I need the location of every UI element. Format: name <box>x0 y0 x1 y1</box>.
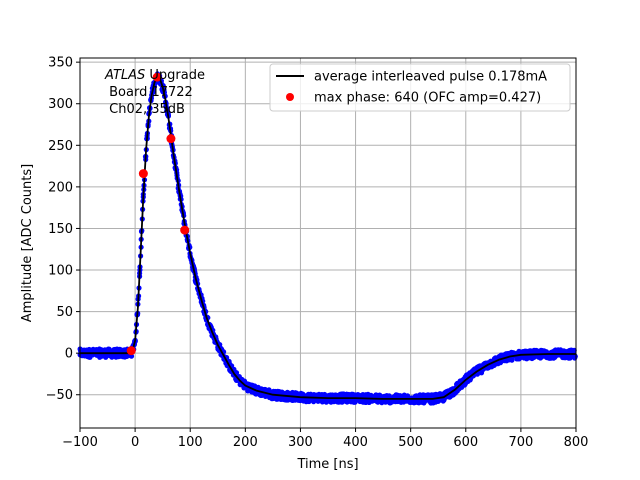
legend-marker-swatch <box>286 93 294 101</box>
max-phase-marker <box>166 134 176 144</box>
annotation-atlas: ATLAS <box>104 68 145 83</box>
y-tick-label: 250 <box>48 139 73 154</box>
annotation-line-3: Ch02, 35dB <box>105 102 185 117</box>
y-tick-label: 300 <box>48 97 73 112</box>
x-tick-label: 500 <box>398 435 423 450</box>
x-tick-label: −100 <box>62 435 98 450</box>
x-axis-label: Time [ns] <box>296 457 358 472</box>
x-tick-label: 100 <box>178 435 203 450</box>
legend: average interleaved pulse 0.178mA max ph… <box>269 63 571 112</box>
x-tick-label: 600 <box>453 435 478 450</box>
sample-point <box>509 357 515 363</box>
y-tick-label: 350 <box>48 56 73 71</box>
x-tick-label: 400 <box>343 435 368 450</box>
y-tick-label: 100 <box>48 264 73 279</box>
y-tick-label: 150 <box>48 222 73 237</box>
y-tick-label: 200 <box>48 180 73 195</box>
y-axis-label: Amplitude [ADC Counts] <box>20 164 35 322</box>
sample-points <box>77 71 578 406</box>
average-pulse-line-group <box>80 76 576 400</box>
y-tick-label: −50 <box>46 388 73 403</box>
x-axis-ticks: −100 0 100 200 300 400 500 600 700 800 <box>62 428 588 450</box>
plot-frame <box>79 57 577 429</box>
max-phase-markers <box>126 72 190 356</box>
max-phase-marker <box>152 72 162 82</box>
legend-entry-max-phase: max phase: 640 (OFC amp=0.427) <box>314 91 541 106</box>
legend-box <box>269 63 571 112</box>
y-tick-label: 50 <box>56 305 73 320</box>
annotation-upgrade: Upgrade <box>145 68 205 83</box>
max-phase-marker <box>138 169 148 179</box>
y-axis-ticks: −50 0 50 100 150 200 250 300 350 <box>46 56 80 403</box>
legend-entry-average-pulse: average interleaved pulse 0.178mA <box>314 70 547 85</box>
annotation-line-2: Board 17722 <box>105 85 193 100</box>
x-tick-label: 0 <box>131 435 139 450</box>
y-tick-label: 0 <box>65 347 73 362</box>
x-tick-label: 200 <box>233 435 258 450</box>
x-tick-label: 300 <box>288 435 313 450</box>
atlas-annotation: ATLAS Upgrade Board 17722 Ch02, 35dB <box>104 68 205 117</box>
annotation-line-1: ATLAS Upgrade <box>104 68 205 83</box>
x-tick-label: 700 <box>508 435 533 450</box>
x-tick-label: 800 <box>564 435 589 450</box>
average-pulse-line <box>80 76 576 400</box>
max-phase-marker <box>126 346 136 356</box>
max-phase-marker <box>180 225 190 235</box>
